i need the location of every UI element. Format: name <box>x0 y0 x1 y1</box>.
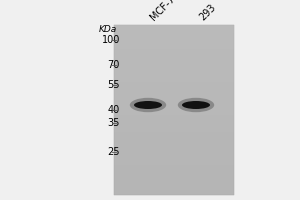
Ellipse shape <box>182 101 210 109</box>
Text: 100: 100 <box>102 35 120 45</box>
Text: 70: 70 <box>108 60 120 70</box>
Text: MCF-7: MCF-7 <box>148 0 177 22</box>
Text: 35: 35 <box>108 118 120 128</box>
Text: 293: 293 <box>198 2 218 22</box>
Text: KDa: KDa <box>99 25 117 34</box>
Text: 25: 25 <box>107 147 120 157</box>
Bar <box>114 25 234 195</box>
Text: 55: 55 <box>107 80 120 90</box>
Ellipse shape <box>130 98 166 112</box>
Ellipse shape <box>178 98 214 112</box>
Text: 40: 40 <box>108 105 120 115</box>
Ellipse shape <box>134 101 162 109</box>
